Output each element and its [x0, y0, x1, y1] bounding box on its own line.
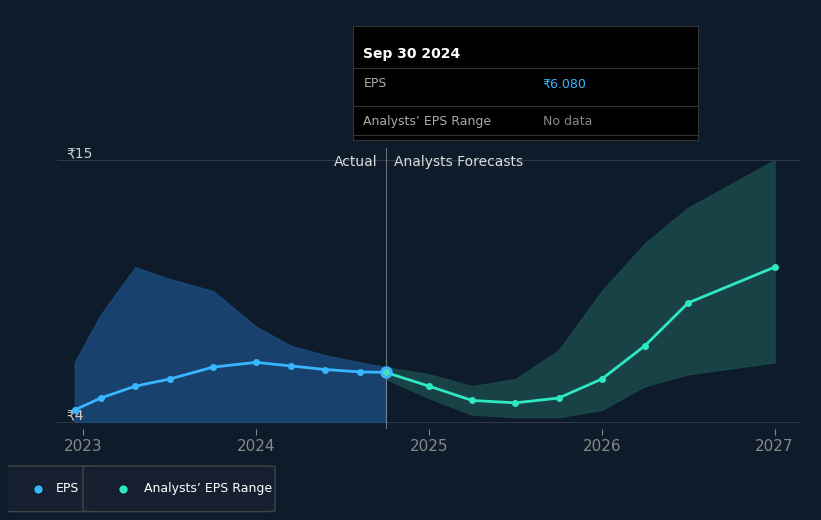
Text: Analysts’ EPS Range: Analysts’ EPS Range — [364, 115, 492, 128]
Text: ₹6.080: ₹6.080 — [543, 77, 586, 90]
FancyBboxPatch shape — [83, 466, 275, 512]
Text: Analysts Forecasts: Analysts Forecasts — [394, 155, 524, 170]
Text: No data: No data — [543, 115, 592, 128]
Text: Analysts’ EPS Range: Analysts’ EPS Range — [144, 483, 273, 495]
Text: EPS: EPS — [364, 77, 387, 90]
Text: Sep 30 2024: Sep 30 2024 — [364, 47, 461, 61]
FancyBboxPatch shape — [2, 466, 94, 512]
Text: ₹4: ₹4 — [67, 408, 84, 422]
Text: Actual: Actual — [333, 155, 377, 170]
Text: EPS: EPS — [56, 483, 80, 495]
Text: ₹15: ₹15 — [67, 146, 93, 160]
